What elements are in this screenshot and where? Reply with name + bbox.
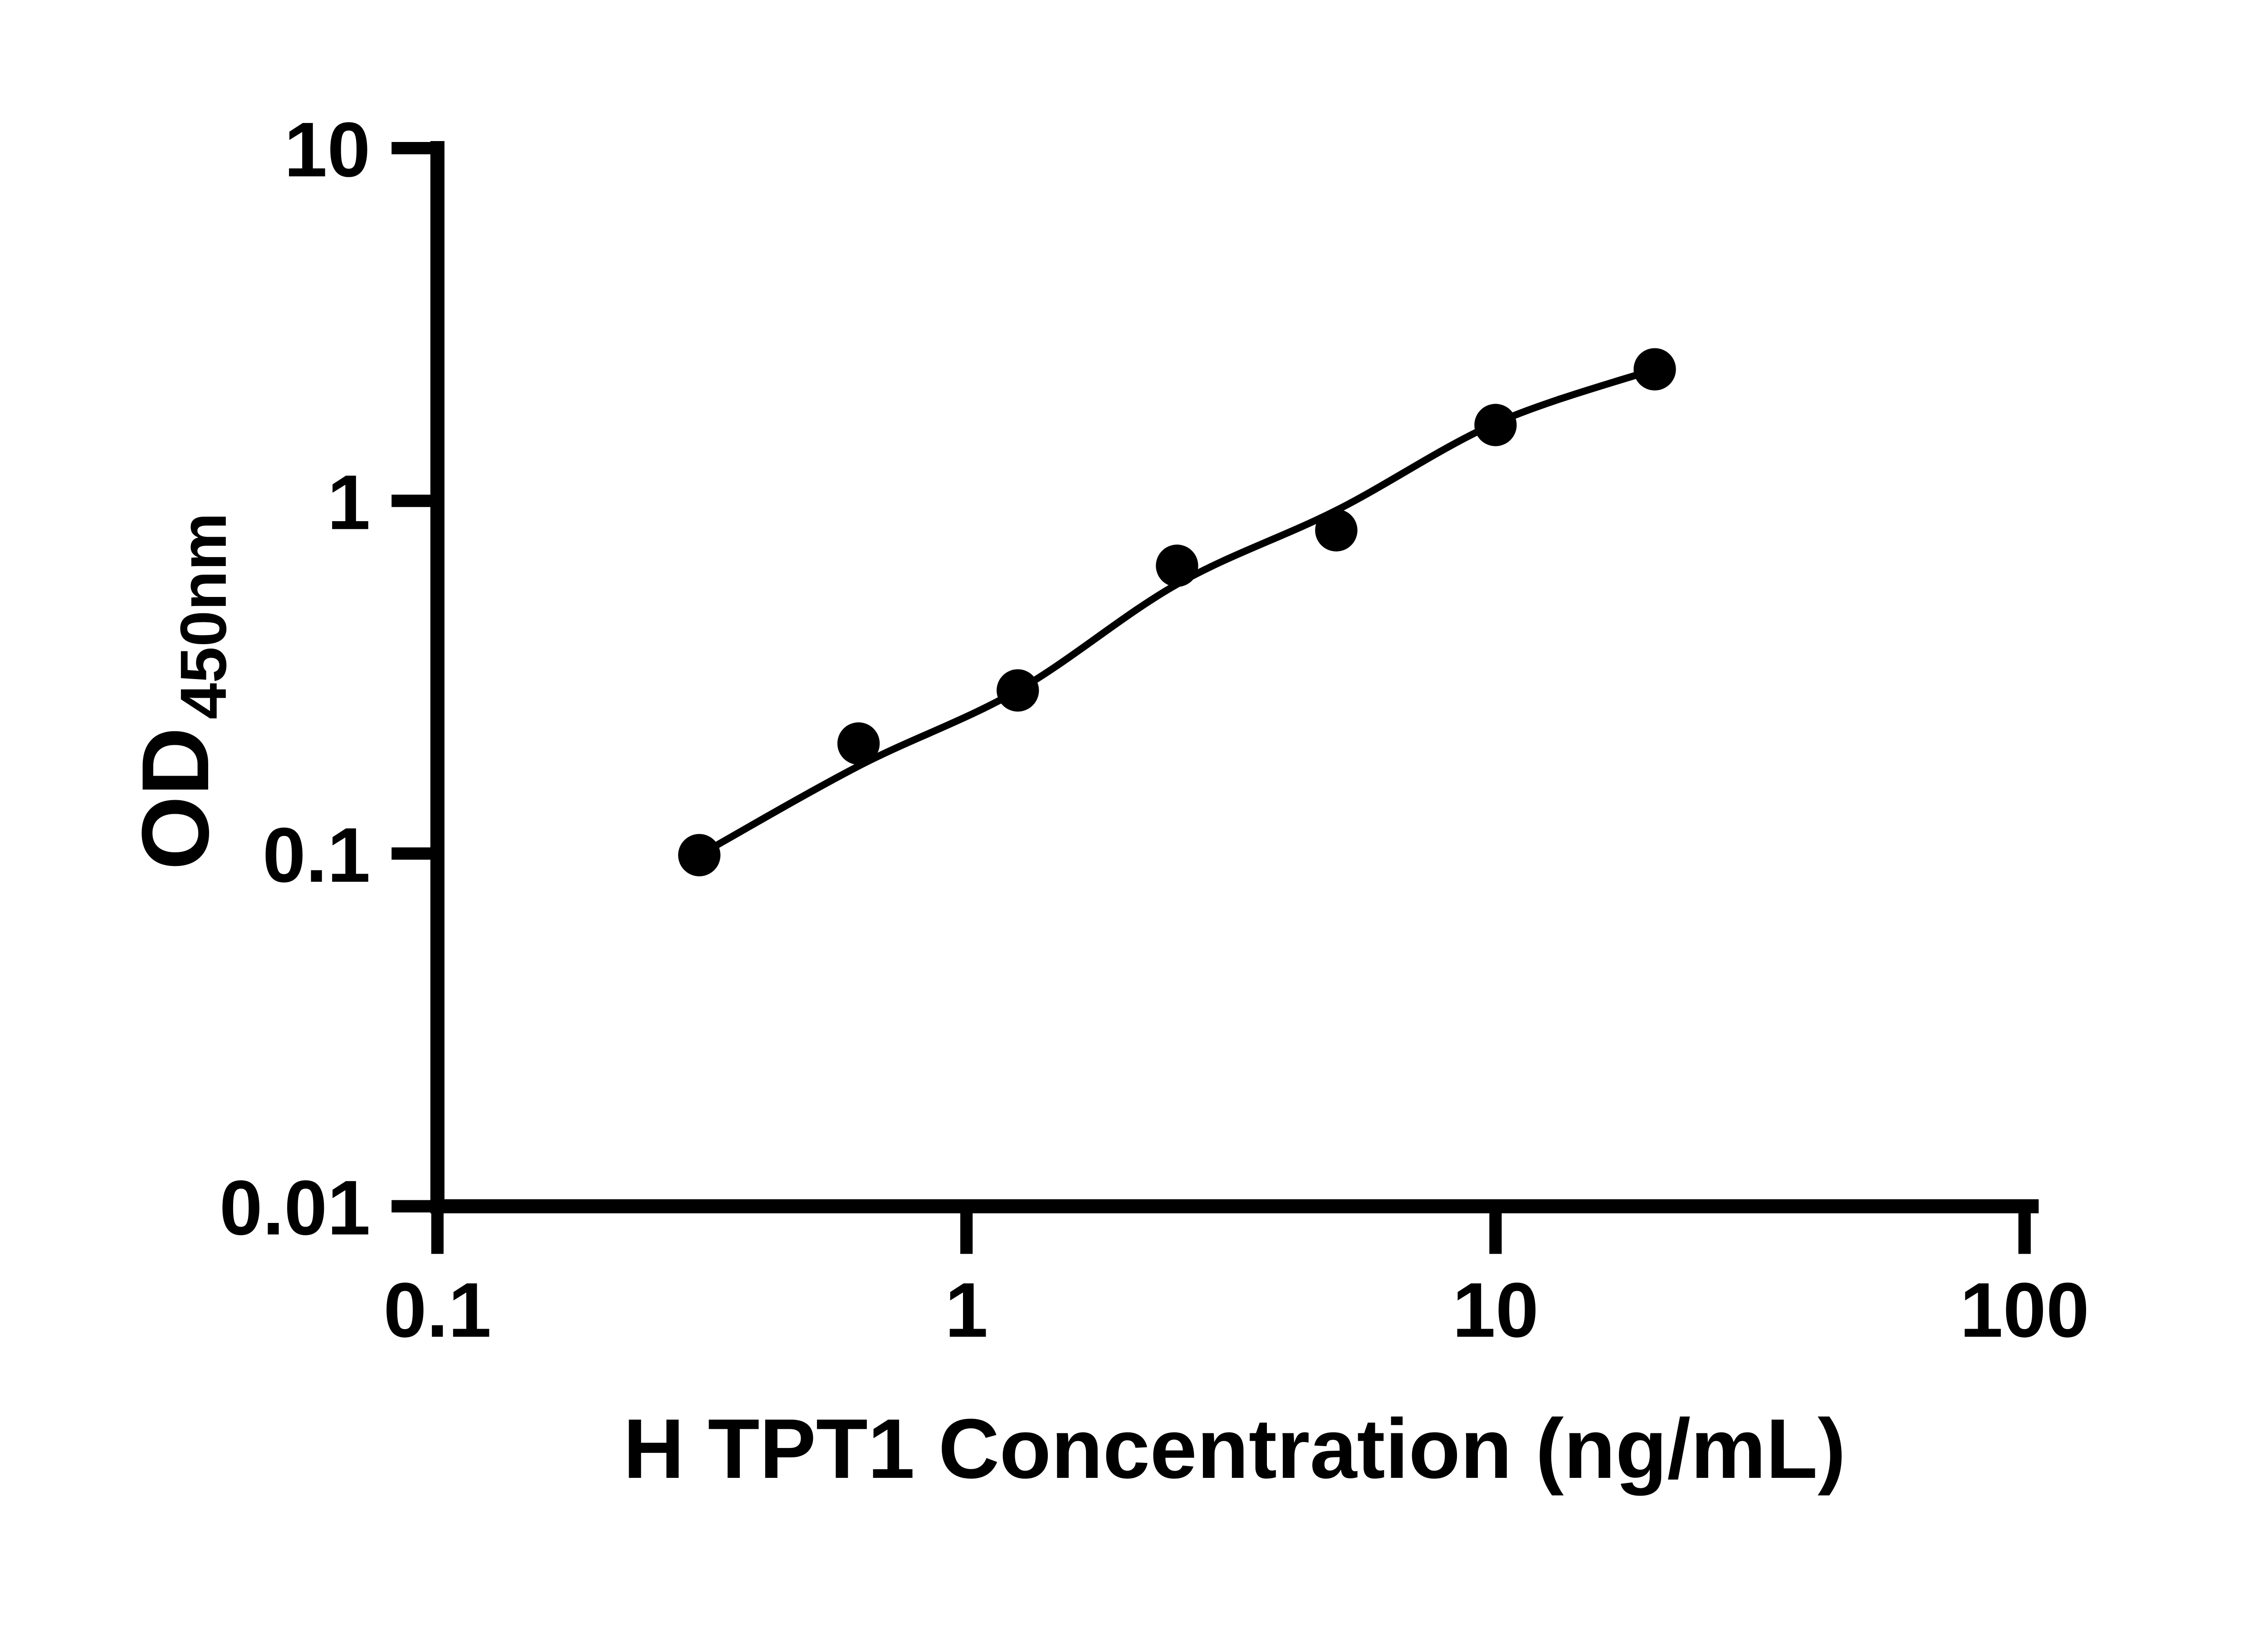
data-point — [1633, 348, 1676, 391]
y-axis-title-subscript: 450nm — [167, 513, 240, 719]
x-tick-label: 1 — [945, 1267, 988, 1354]
data-point — [837, 722, 880, 765]
y-axis-title: OD 450nm — [122, 513, 240, 870]
data-point — [1315, 509, 1358, 552]
y-axis-title-main: OD — [122, 727, 229, 870]
y-tick-label: 1 — [327, 459, 370, 546]
data-points — [678, 348, 1676, 876]
data-point — [678, 834, 721, 876]
y-tick-label: 0.01 — [220, 1164, 371, 1251]
x-axis-ticks: 0.1 1 10 100 — [383, 1211, 2089, 1354]
data-point — [1156, 544, 1198, 587]
data-point — [997, 669, 1039, 712]
x-tick-label: 0.1 — [383, 1267, 491, 1354]
data-point — [1474, 404, 1517, 446]
y-tick-label: 10 — [284, 107, 370, 193]
x-tick-label: 10 — [1452, 1267, 1539, 1354]
elisa-standard-curve-figure: 10 1 0.1 0.01 0.1 1 10 100 H TPT1 Concentratio… — [122, 106, 2090, 1496]
fitted-curve-line — [697, 366, 1656, 858]
y-tick-label: 0.1 — [263, 812, 371, 899]
y-axis-ticks: 10 1 0.1 0.01 — [220, 107, 432, 1251]
x-tick-label: 100 — [1960, 1267, 2089, 1354]
x-axis-title: H TPT1 Concentration (ng/mL) — [623, 1401, 1846, 1496]
